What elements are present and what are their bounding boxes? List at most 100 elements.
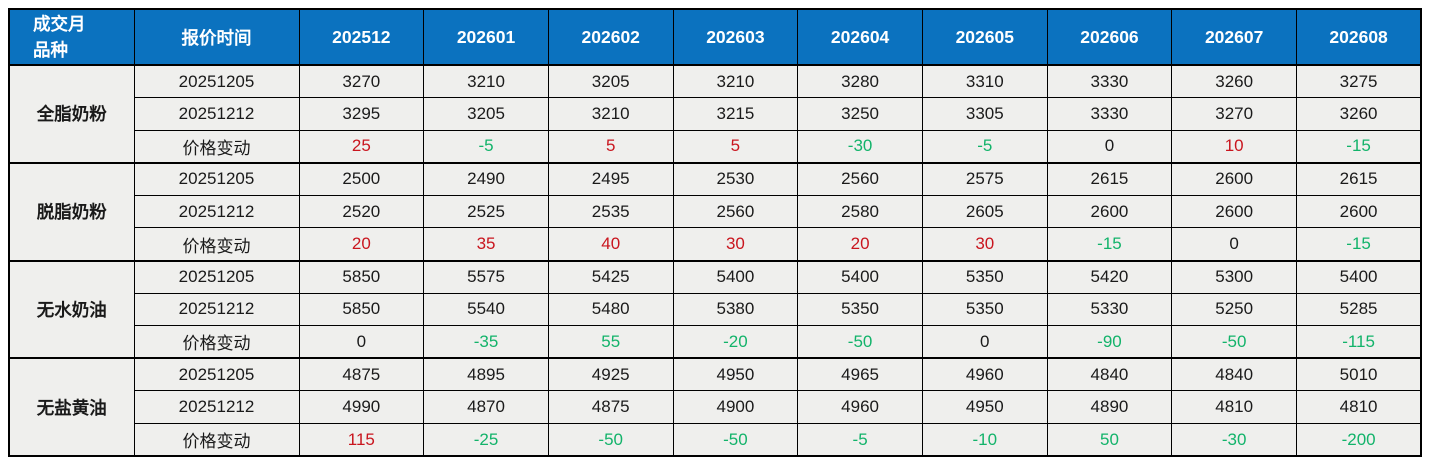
change-row-label: 价格变动	[133, 325, 300, 359]
price-cell: 3305	[921, 97, 1048, 131]
price-cell: 3260	[1296, 97, 1422, 131]
quote-time-header: 报价时间	[133, 8, 300, 66]
price-cell: 2615	[1296, 161, 1422, 196]
change-cell: 25	[298, 129, 425, 164]
product-label: 脱脂奶粉	[8, 161, 135, 262]
price-cell: 5420	[1046, 259, 1173, 294]
price-cell: 4875	[547, 390, 674, 425]
quote-date-cell: 20251212	[133, 390, 300, 425]
quote-date-cell: 20251212	[133, 292, 300, 327]
price-cell: 5575	[423, 259, 549, 294]
price-cell: 5480	[547, 292, 674, 327]
quote-date-cell: 20251212	[133, 97, 300, 131]
change-cell: 50	[1046, 423, 1173, 457]
change-row-label: 价格变动	[133, 129, 300, 164]
price-cell: 3275	[1296, 64, 1422, 99]
change-cell: 35	[423, 227, 549, 262]
price-cell: 4950	[672, 357, 799, 392]
price-cell: 3215	[672, 97, 799, 131]
change-cell: 40	[547, 227, 674, 262]
change-cell: 30	[672, 227, 799, 262]
price-cell: 3210	[423, 64, 549, 99]
dairy-futures-price-table: 成交月 品种 报价时间 202512 202601 202602 202603 2026…	[8, 8, 1423, 458]
change-cell: 5	[547, 129, 674, 164]
change-row: 价格变动 0 -35 55 -20 -50 0 -90 -50 -115	[9, 325, 1422, 359]
price-cell: 4810	[1296, 390, 1422, 425]
price-cell: 2560	[797, 161, 923, 196]
price-cell: 2535	[547, 194, 674, 229]
change-cell: -5	[921, 129, 1048, 164]
price-cell: 2525	[423, 194, 549, 229]
quote-row: 脱脂奶粉 20251205 2500 2490 2495 2530 2560 2575 2615…	[8, 161, 1422, 262]
price-cell: 3260	[1171, 64, 1297, 99]
quote-row: 20251212 3295 3205 3210 3215 3250 3305 3330 3270…	[9, 97, 1422, 131]
quote-date-cell: 20251205	[133, 64, 300, 99]
change-cell: 0	[298, 325, 425, 359]
change-cell: -20	[672, 325, 799, 359]
change-cell: -90	[1046, 325, 1173, 359]
price-cell: 4950	[921, 390, 1048, 425]
price-cell: 2600	[1046, 194, 1173, 229]
quote-date-cell: 20251205	[133, 259, 300, 294]
change-cell: 0	[1171, 227, 1297, 262]
change-cell: -15	[1046, 227, 1173, 262]
change-cell: 20	[298, 227, 425, 262]
price-cell: 3310	[921, 64, 1048, 99]
price-cell: 4890	[1046, 390, 1173, 425]
quote-date-cell: 20251205	[133, 161, 300, 196]
price-cell: 5850	[298, 259, 425, 294]
price-cell: 4960	[921, 357, 1048, 392]
price-cell: 5300	[1171, 259, 1297, 294]
change-cell: 115	[298, 423, 425, 457]
price-cell: 3205	[423, 97, 549, 131]
price-cell: 5350	[921, 292, 1048, 327]
change-row-label: 价格变动	[133, 227, 300, 262]
price-cell: 4810	[1171, 390, 1297, 425]
price-cell: 2600	[1171, 194, 1297, 229]
product-label: 全脂奶粉	[8, 64, 135, 164]
change-row: 价格变动 25 -5 5 5 -30 -5 0 10 -15	[9, 129, 1422, 164]
table-body: 全脂奶粉 20251205 3270 3210 3205 3210 3280 3310 3330…	[8, 64, 1422, 457]
price-cell: 5285	[1296, 292, 1422, 327]
change-cell: -25	[423, 423, 549, 457]
change-cell: 0	[921, 325, 1048, 359]
month-header: 202607	[1171, 8, 1297, 66]
month-header: 202604	[797, 8, 923, 66]
change-cell: 0	[1046, 129, 1173, 164]
month-header: 202602	[547, 8, 674, 66]
quote-date-cell: 20251205	[133, 357, 300, 392]
price-cell: 5350	[921, 259, 1048, 294]
price-cell: 4965	[797, 357, 923, 392]
price-cell: 4925	[547, 357, 674, 392]
month-header: 202512	[298, 8, 425, 66]
change-row: 价格变动 20 35 40 30 20 30 -15 0 -15	[9, 227, 1422, 262]
change-cell: 30	[921, 227, 1048, 262]
price-cell: 4895	[423, 357, 549, 392]
price-cell: 5850	[298, 292, 425, 327]
change-row: 价格变动 115 -25 -50 -50 -5 -10 50 -30 -200	[9, 423, 1422, 457]
corner-header: 成交月 品种	[8, 8, 135, 66]
price-cell: 2560	[672, 194, 799, 229]
change-cell: -50	[672, 423, 799, 457]
change-cell: -50	[797, 325, 923, 359]
quote-row: 无盐黄油 20251205 4875 4895 4925 4950 4965 4960 4840…	[8, 357, 1422, 457]
product-label: 无盐黄油	[8, 357, 135, 457]
corner-header-product-label: 品种	[33, 40, 68, 60]
corner-header-month-label: 成交月	[33, 14, 86, 34]
price-cell: 2520	[298, 194, 425, 229]
price-cell: 3330	[1046, 64, 1173, 99]
change-cell: 55	[547, 325, 674, 359]
price-cell: 3205	[547, 64, 674, 99]
price-cell: 5425	[547, 259, 674, 294]
price-cell: 2600	[1296, 194, 1422, 229]
price-cell: 3210	[672, 64, 799, 99]
change-cell: -10	[921, 423, 1048, 457]
price-cell: 2605	[921, 194, 1048, 229]
price-cell: 4990	[298, 390, 425, 425]
change-cell: -15	[1296, 227, 1422, 262]
price-cell: 2530	[672, 161, 799, 196]
table-header: 成交月 品种 报价时间 202512 202601 202602 202603 2026…	[8, 8, 1422, 66]
change-row-label: 价格变动	[133, 423, 300, 457]
price-cell: 2500	[298, 161, 425, 196]
price-cell: 5380	[672, 292, 799, 327]
